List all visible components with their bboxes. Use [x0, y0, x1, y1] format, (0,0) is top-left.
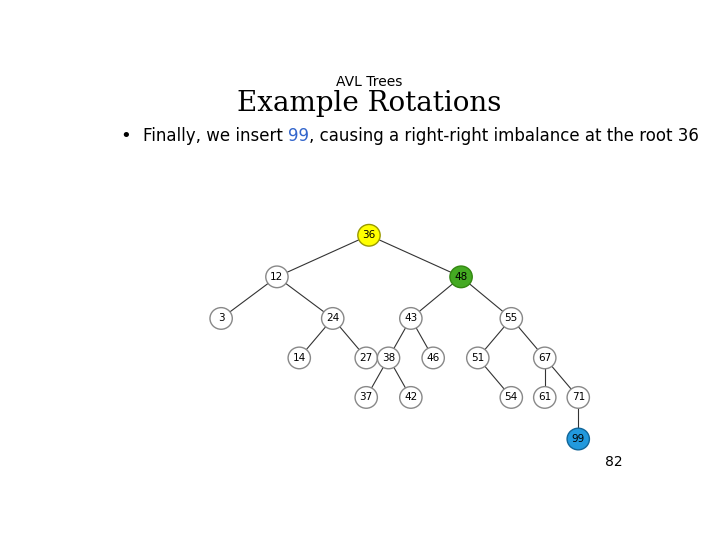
Text: 24: 24 — [326, 313, 339, 323]
Text: , causing a right-right imbalance at the root 36: , causing a right-right imbalance at the… — [309, 127, 699, 145]
Text: 82: 82 — [606, 455, 623, 469]
Text: 36: 36 — [362, 230, 376, 240]
Text: 3: 3 — [218, 313, 225, 323]
Text: AVL Trees: AVL Trees — [336, 75, 402, 89]
Text: 67: 67 — [538, 353, 552, 363]
Ellipse shape — [450, 266, 472, 288]
Text: 46: 46 — [426, 353, 440, 363]
Ellipse shape — [377, 347, 400, 369]
Ellipse shape — [210, 308, 233, 329]
Ellipse shape — [266, 266, 288, 288]
Text: 27: 27 — [359, 353, 373, 363]
Ellipse shape — [567, 387, 590, 408]
Ellipse shape — [355, 347, 377, 369]
Text: 99: 99 — [288, 127, 309, 145]
Text: 12: 12 — [270, 272, 284, 282]
Ellipse shape — [400, 308, 422, 329]
Text: Example Rotations: Example Rotations — [237, 90, 501, 117]
Text: 55: 55 — [505, 313, 518, 323]
Text: 71: 71 — [572, 393, 585, 402]
Ellipse shape — [534, 347, 556, 369]
Text: 51: 51 — [471, 353, 485, 363]
Text: 48: 48 — [454, 272, 468, 282]
Text: 38: 38 — [382, 353, 395, 363]
Text: 54: 54 — [505, 393, 518, 402]
Ellipse shape — [400, 387, 422, 408]
Ellipse shape — [288, 347, 310, 369]
Text: 99: 99 — [572, 434, 585, 444]
Text: Finally, we insert: Finally, we insert — [143, 127, 288, 145]
Text: 43: 43 — [404, 313, 418, 323]
Text: 14: 14 — [292, 353, 306, 363]
Ellipse shape — [422, 347, 444, 369]
Ellipse shape — [567, 428, 590, 450]
Ellipse shape — [358, 225, 380, 246]
Text: 42: 42 — [404, 393, 418, 402]
Ellipse shape — [500, 387, 523, 408]
Ellipse shape — [355, 387, 377, 408]
Text: 61: 61 — [538, 393, 552, 402]
Ellipse shape — [500, 308, 523, 329]
Text: 37: 37 — [359, 393, 373, 402]
Text: •: • — [121, 127, 132, 145]
Ellipse shape — [322, 308, 344, 329]
Ellipse shape — [467, 347, 489, 369]
Ellipse shape — [534, 387, 556, 408]
